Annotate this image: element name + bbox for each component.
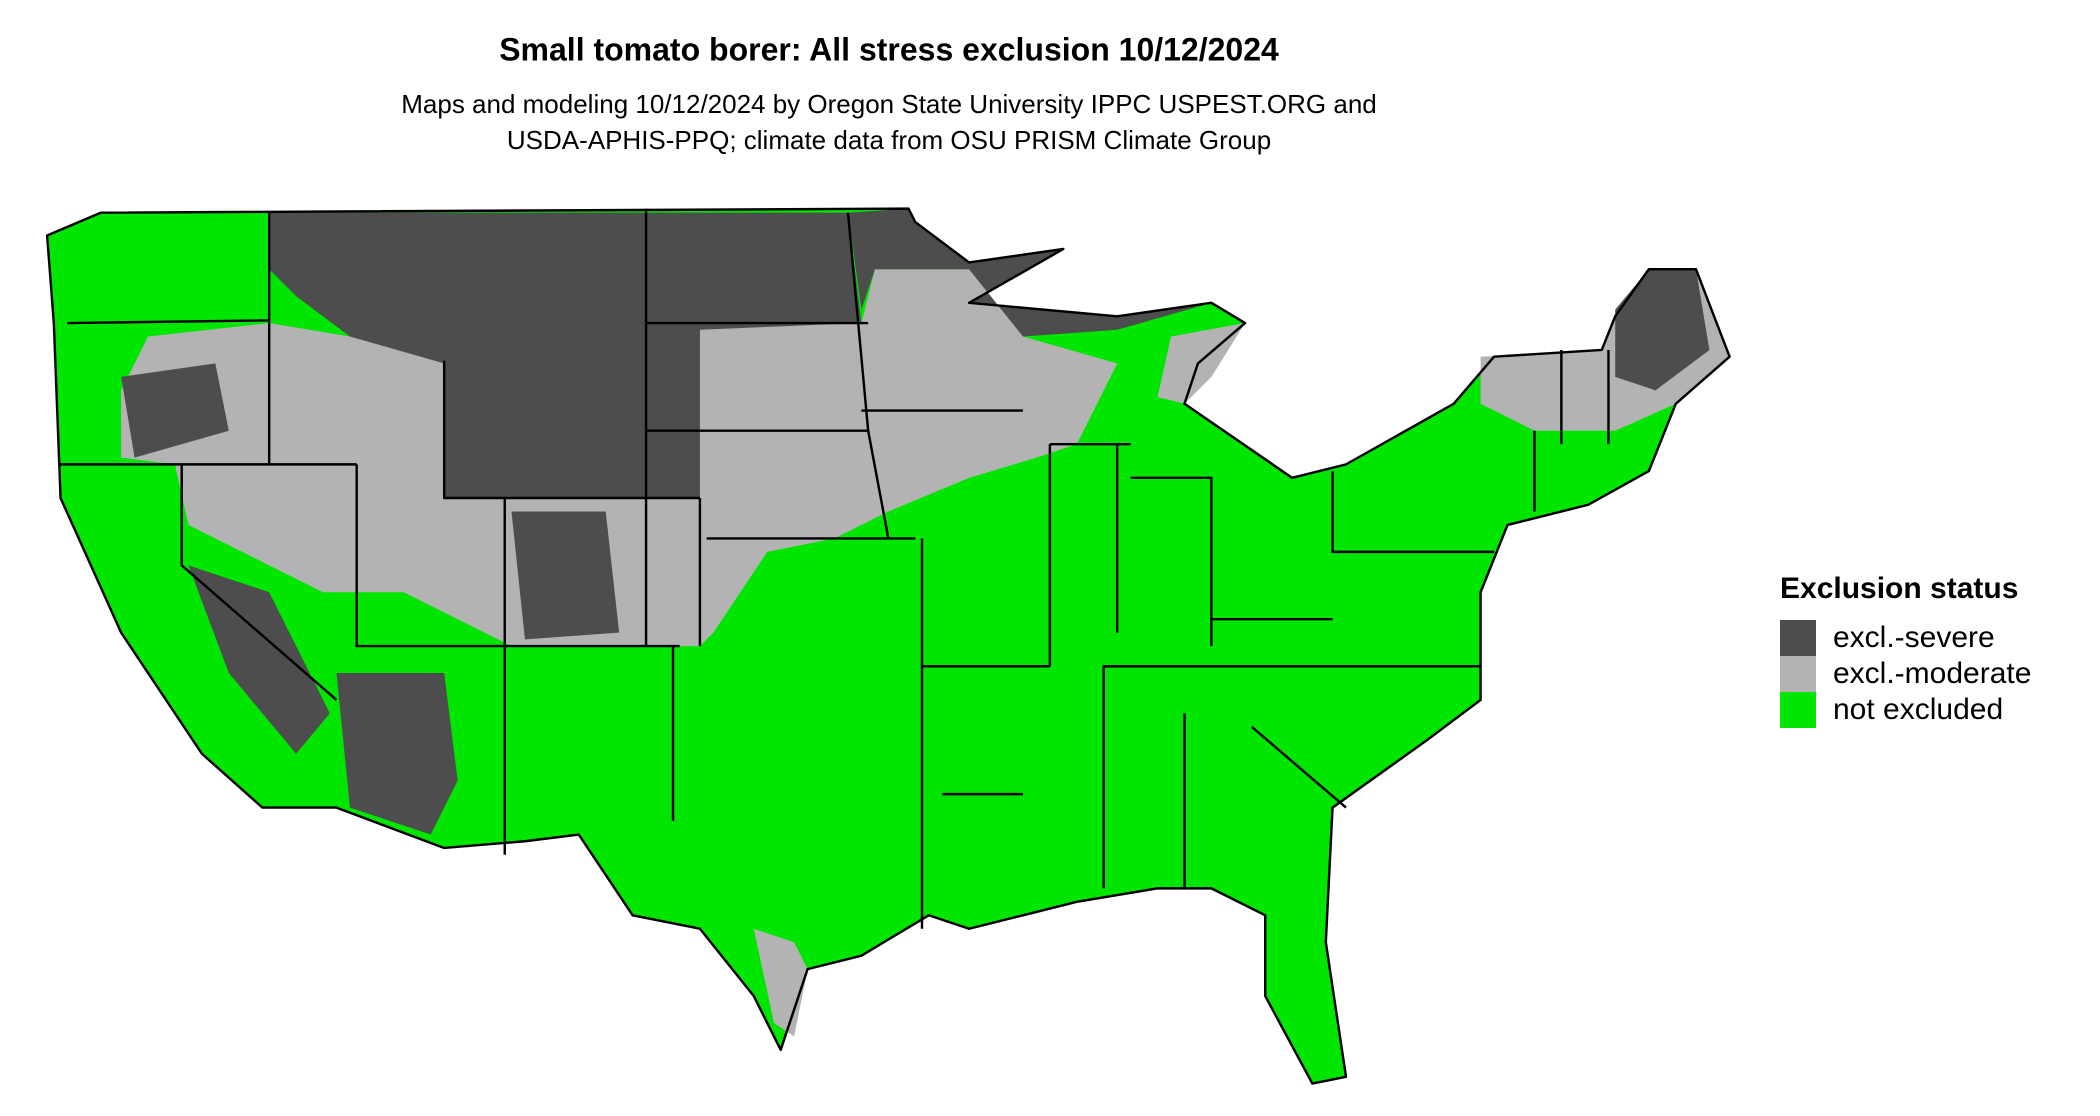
legend-swatch xyxy=(1780,620,1816,656)
state-border xyxy=(60,208,1610,929)
severe-exclusion-area xyxy=(511,511,620,640)
legend-swatch xyxy=(1780,692,1816,728)
legend-swatch xyxy=(1780,656,1816,692)
severe-exclusion-area xyxy=(188,565,330,754)
map-title: Small tomato borer: All stress exclusion… xyxy=(499,31,1279,67)
legend-label: not excluded xyxy=(1833,693,2003,726)
legend-label: excl.-severe xyxy=(1833,621,1995,654)
country-outline xyxy=(45,207,1731,1085)
severe-exclusion-area xyxy=(1615,269,1710,391)
severe-exclusion-area xyxy=(269,212,862,499)
subtitle: Maps and modeling 10/12/2024 by Oregon S… xyxy=(401,89,1377,119)
legend-title: Exclusion status xyxy=(1780,572,2018,605)
us-map xyxy=(45,207,1731,1085)
severe-exclusion-area xyxy=(336,673,458,835)
severe-exclusion-area xyxy=(121,363,229,458)
subtitle: USDA-APHIS-PPQ; climate data from OSU PR… xyxy=(507,125,1271,155)
legend-label: excl.-moderate xyxy=(1833,657,2031,690)
